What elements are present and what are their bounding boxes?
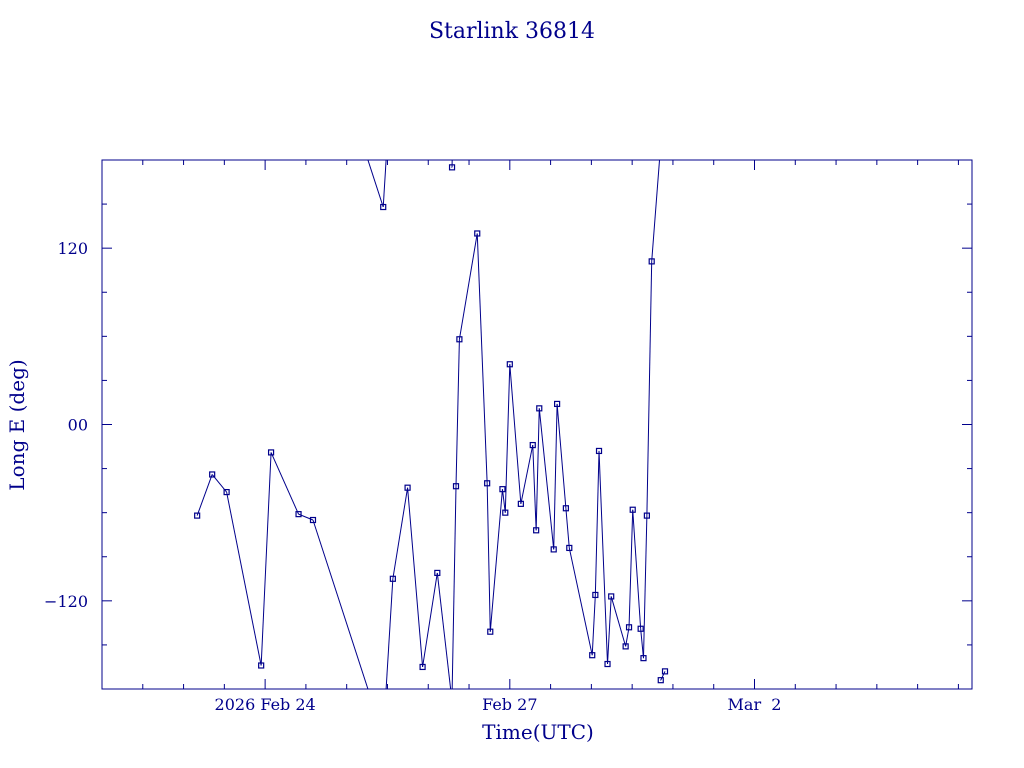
series-segment bbox=[640, 628, 644, 659]
series-segment bbox=[625, 627, 630, 647]
y-tick-label: −120 bbox=[44, 592, 88, 611]
series-segment bbox=[553, 403, 558, 550]
data-point bbox=[562, 505, 569, 512]
data-point bbox=[434, 569, 441, 577]
data-point bbox=[380, 203, 387, 211]
series-segment bbox=[489, 489, 503, 632]
series-segment bbox=[646, 261, 653, 516]
series-segment bbox=[226, 491, 262, 666]
data-point bbox=[502, 509, 509, 516]
data-point bbox=[484, 480, 491, 487]
series-segment bbox=[535, 408, 540, 531]
series-segment bbox=[610, 596, 627, 647]
data-point bbox=[456, 336, 463, 343]
data-point bbox=[448, 164, 456, 171]
series-segment bbox=[607, 596, 612, 665]
series-segment bbox=[642, 515, 648, 659]
series-segment bbox=[436, 572, 452, 689]
plot-frame bbox=[101, 159, 973, 690]
data-point bbox=[536, 405, 543, 412]
data-point bbox=[657, 677, 664, 684]
data-point bbox=[640, 655, 647, 662]
data-point bbox=[506, 361, 513, 368]
data-point bbox=[209, 471, 216, 478]
data-point bbox=[592, 591, 599, 599]
data-point bbox=[604, 660, 611, 668]
data-point bbox=[404, 484, 411, 491]
series-segment bbox=[196, 474, 213, 516]
data-point bbox=[452, 483, 460, 490]
series-segment bbox=[532, 445, 537, 531]
data-point bbox=[648, 258, 655, 265]
series-segment bbox=[509, 364, 522, 504]
series-segment bbox=[407, 487, 424, 668]
data-point bbox=[309, 516, 317, 524]
series-segment bbox=[568, 547, 593, 656]
data-point bbox=[637, 625, 644, 632]
series-segment bbox=[422, 572, 438, 668]
series-segment bbox=[598, 450, 609, 665]
data-point bbox=[499, 486, 506, 493]
data-point bbox=[554, 400, 561, 408]
data-point bbox=[258, 662, 265, 669]
series-segment bbox=[520, 444, 534, 504]
series-segment bbox=[270, 452, 299, 515]
series-segment bbox=[392, 487, 409, 579]
data-point bbox=[474, 230, 481, 237]
data-point bbox=[295, 511, 302, 518]
data-point bbox=[533, 527, 540, 534]
data-point bbox=[487, 628, 494, 635]
series-segment bbox=[565, 508, 570, 548]
series-segment bbox=[385, 578, 394, 689]
series-segment bbox=[504, 364, 511, 513]
series-segment bbox=[660, 671, 666, 681]
data-point bbox=[625, 624, 633, 631]
data-point bbox=[389, 575, 396, 582]
data-point bbox=[622, 643, 629, 650]
data-point bbox=[629, 506, 636, 513]
series-segment bbox=[458, 233, 478, 340]
series-segment bbox=[632, 509, 642, 629]
y-axis-label: Long E (deg) bbox=[5, 359, 29, 490]
data-point bbox=[517, 500, 524, 507]
series-segment bbox=[382, 160, 387, 208]
data-point bbox=[267, 449, 275, 456]
series-segment bbox=[451, 486, 457, 689]
series-segment bbox=[312, 519, 369, 689]
x-tick-label: Feb 27 bbox=[482, 695, 537, 714]
data-point bbox=[419, 663, 426, 671]
series-segment bbox=[538, 408, 555, 550]
series-segment bbox=[628, 509, 634, 628]
series-segment bbox=[651, 160, 661, 262]
series-segment bbox=[260, 452, 272, 666]
data-point bbox=[643, 512, 650, 519]
data-point bbox=[608, 593, 615, 600]
data-point bbox=[529, 441, 536, 449]
series-segment bbox=[594, 450, 600, 595]
series-segment bbox=[455, 339, 460, 487]
series-segment bbox=[556, 403, 567, 509]
series-group bbox=[194, 160, 669, 689]
tick-labels: 2026 Feb 24 Feb 27 Mar 2 −120 00 120 bbox=[44, 239, 781, 714]
x-tick-label: 2026 Feb 24 bbox=[215, 695, 316, 714]
series-segment bbox=[476, 233, 488, 484]
data-point bbox=[661, 668, 669, 675]
series-segment bbox=[486, 483, 491, 632]
data-point bbox=[595, 447, 603, 455]
series-segment bbox=[501, 489, 506, 513]
x-tick-label: Mar 2 bbox=[728, 695, 782, 714]
series-segment bbox=[591, 594, 596, 656]
data-point bbox=[566, 544, 573, 552]
axis-ticks bbox=[101, 159, 972, 690]
series-segment bbox=[367, 160, 384, 208]
y-tick-label: 00 bbox=[68, 416, 88, 435]
data-point bbox=[223, 488, 230, 496]
chart-title: Starlink 36814 bbox=[429, 19, 595, 44]
data-point bbox=[194, 512, 201, 519]
y-tick-label: 120 bbox=[57, 239, 88, 258]
x-axis-label: Time(UTC) bbox=[482, 720, 594, 744]
data-point bbox=[550, 546, 557, 553]
data-point bbox=[589, 652, 596, 659]
